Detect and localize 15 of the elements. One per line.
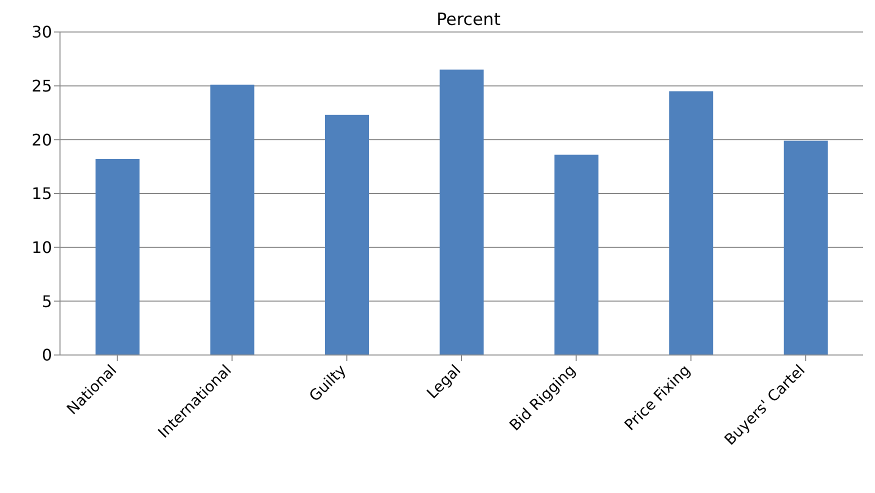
y-tick-label: 10 [32, 238, 52, 258]
y-tick-label: 20 [32, 130, 52, 150]
bar [96, 159, 140, 355]
bar [669, 91, 714, 355]
bar [324, 114, 369, 355]
bar [210, 84, 254, 355]
y-tick-label: 0 [42, 346, 52, 365]
y-tick-label: 15 [32, 184, 52, 204]
bar [784, 140, 828, 355]
y-tick-label: 5 [42, 292, 52, 311]
y-tick-label: 25 [32, 76, 52, 96]
bar [554, 154, 598, 355]
y-tick-label: 30 [32, 22, 52, 42]
chart-title: Percent [436, 10, 502, 30]
bar [440, 70, 484, 355]
